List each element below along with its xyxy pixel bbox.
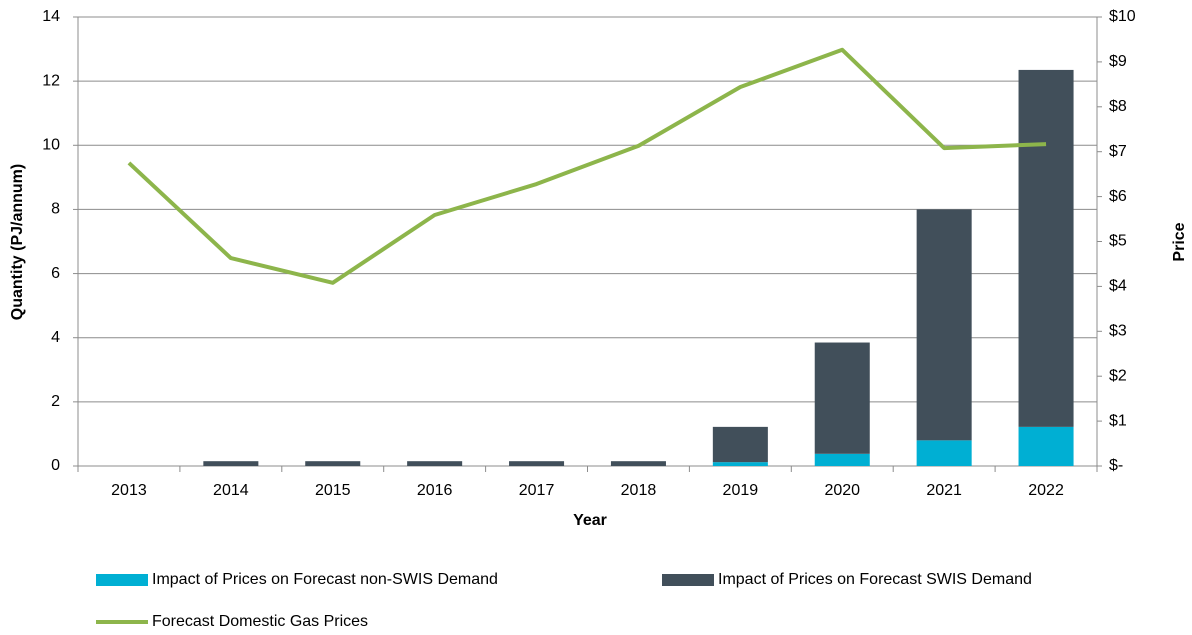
bar [203, 461, 259, 466]
x-tick-label: 2016 [417, 482, 453, 499]
y2-tick-label: $7 [1109, 143, 1127, 160]
x-tick-label: 2014 [213, 482, 249, 499]
y-tick-label: 10 [42, 137, 60, 154]
line [127, 47, 1047, 285]
y-tick-label: 4 [51, 329, 60, 346]
bar [610, 461, 666, 466]
bar [1018, 426, 1074, 466]
x-tick-label: 2019 [723, 482, 759, 499]
legend-label: Impact of Prices on Forecast SWIS Demand [718, 571, 1032, 588]
y2-tick-label: $1 [1109, 412, 1127, 429]
x-tick-label: 2020 [824, 482, 860, 499]
y2-tick-label: $10 [1109, 8, 1136, 25]
legend-label: Impact of Prices on Forecast non-SWIS De… [152, 571, 498, 588]
bar [712, 462, 768, 466]
y-tick-label: 8 [51, 201, 60, 218]
x-tick-label: 2017 [519, 482, 555, 499]
y2-tick-label: $6 [1109, 188, 1127, 205]
y-tick-label: 0 [51, 457, 60, 474]
x-tick-label: 2015 [315, 482, 351, 499]
bar [1018, 69, 1074, 427]
x-tick-label: 2013 [111, 482, 147, 499]
bar [509, 461, 565, 466]
x-axis-title: Year [573, 512, 607, 529]
y2-tick-label: $5 [1109, 233, 1127, 250]
y-axis-title: Quantity (PJ/annum) [9, 164, 26, 320]
y2-tick-label: $3 [1109, 323, 1127, 340]
legend-swatch [662, 574, 714, 586]
y2-axis-title: Price [1171, 222, 1188, 261]
legend-swatch [96, 574, 148, 586]
bar [305, 461, 361, 466]
y2-tick-label: $9 [1109, 53, 1127, 70]
y-tick-label: 14 [42, 8, 60, 25]
legend-label: Forecast Domestic Gas Prices [152, 613, 368, 630]
x-tick-label: 2021 [926, 482, 962, 499]
y2-tick-label: $4 [1109, 278, 1127, 295]
y2-tick-label: $2 [1109, 367, 1127, 384]
y-tick-label: 6 [51, 265, 60, 282]
y2-tick-label: $8 [1109, 98, 1127, 115]
bar [814, 342, 870, 454]
y-tick-label: 2 [51, 393, 60, 410]
y2-tick-label: $- [1109, 457, 1123, 474]
bar [916, 209, 972, 441]
y-tick-label: 12 [42, 72, 60, 89]
x-tick-label: 2018 [621, 482, 657, 499]
bar [814, 453, 870, 466]
x-tick-label: 2022 [1028, 482, 1064, 499]
bar [916, 440, 972, 466]
bar [407, 461, 463, 466]
bar [712, 426, 768, 463]
